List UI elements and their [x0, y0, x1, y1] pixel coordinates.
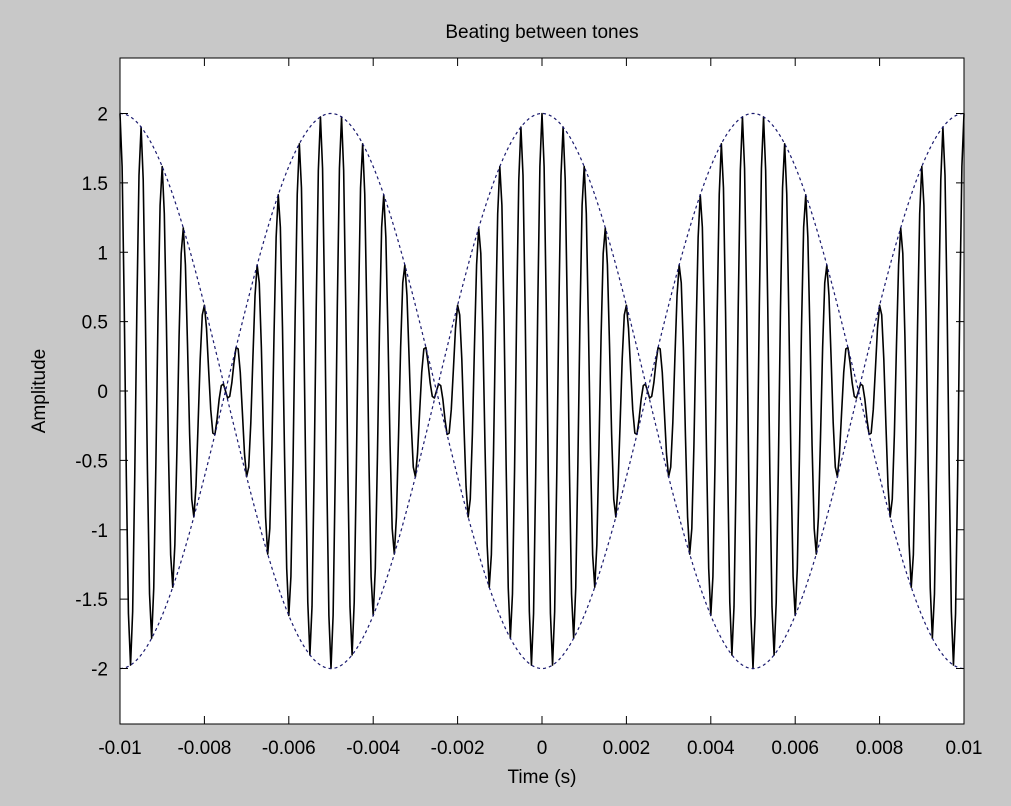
y-tick-label: -1 — [91, 521, 108, 542]
y-tick-label: 0.5 — [82, 313, 108, 334]
x-tick-label: 0.002 — [603, 738, 651, 759]
y-tick-label: 1.5 — [82, 174, 108, 195]
y-tick-label: 2 — [97, 105, 108, 126]
y-tick-label: 1 — [97, 243, 108, 264]
x-tick-label: 0 — [537, 738, 548, 759]
y-axis-label: Amplitude — [29, 349, 50, 434]
x-tick-label: 0.006 — [771, 738, 819, 759]
y-tick-label: -2 — [91, 660, 108, 681]
x-tick-label: 0.004 — [687, 738, 735, 759]
x-tick-label: 0.008 — [856, 738, 904, 759]
x-tick-label: -0.008 — [177, 738, 231, 759]
chart-title: Beating between tones — [445, 22, 638, 43]
y-tick-label: 0 — [97, 382, 108, 403]
y-tick-label: -0.5 — [75, 451, 108, 472]
x-axis-label: Time (s) — [508, 767, 577, 788]
x-tick-label: -0.01 — [98, 738, 141, 759]
x-tick-label: -0.004 — [346, 738, 400, 759]
x-tick-label: 0.01 — [946, 738, 983, 759]
x-tick-label: -0.002 — [431, 738, 485, 759]
plot-area-background — [120, 58, 964, 724]
x-tick-label: -0.006 — [262, 738, 316, 759]
y-tick-label: -1.5 — [75, 590, 108, 611]
